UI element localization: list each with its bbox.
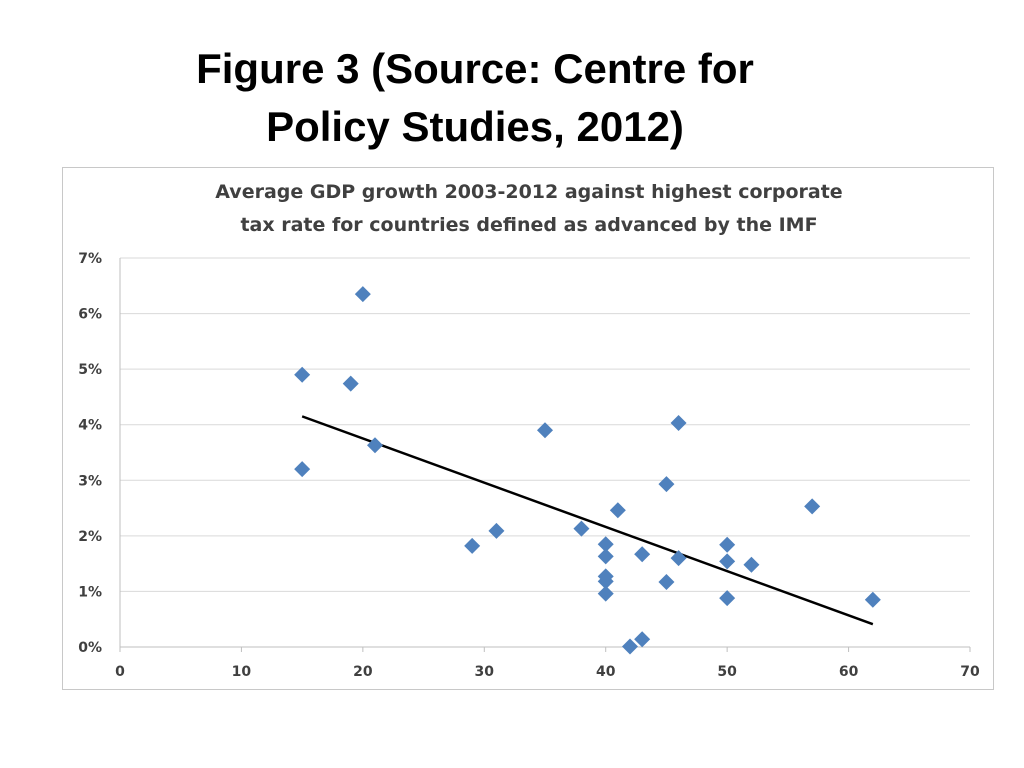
scatter-chart: Average GDP growth 2003-2012 against hig… [78, 181, 980, 680]
data-point [609, 502, 626, 519]
chart-title-line-2: tax rate for countries defined as advanc… [240, 214, 817, 236]
y-tick-label: 4% [78, 418, 102, 434]
data-points [294, 286, 881, 655]
data-point [537, 422, 553, 439]
trendline [301, 415, 874, 626]
x-tick-label: 0 [115, 664, 125, 680]
data-point [719, 553, 736, 570]
data-point [670, 415, 687, 432]
slide-title: Figure 3 (Source: Centre for Policy Stud… [0, 40, 950, 156]
y-tick-label: 1% [78, 584, 102, 600]
data-point [658, 573, 675, 590]
data-point [597, 548, 614, 565]
data-point [658, 476, 675, 493]
data-point [573, 520, 590, 537]
x-tick-label: 40 [596, 664, 616, 680]
data-point [719, 590, 736, 607]
data-point [464, 537, 481, 554]
chart-title-line-1: Average GDP growth 2003-2012 against hig… [215, 181, 842, 203]
data-point [597, 585, 614, 602]
data-point [597, 536, 614, 553]
trendline-group [301, 415, 874, 626]
y-tick-label: 7% [78, 251, 102, 267]
x-tick-label: 20 [353, 664, 373, 680]
data-point [670, 550, 687, 567]
axes: 0% 1% 2% 3% 4% 5% 6% 7% 0 10 20 30 40 50 60 70 [78, 251, 980, 680]
data-point [488, 522, 505, 539]
data-point [342, 375, 359, 392]
data-point [719, 536, 736, 553]
data-point [804, 498, 821, 515]
chart-frame: Average GDP growth 2003-2012 against hig… [62, 167, 994, 690]
x-tick-label: 50 [717, 664, 737, 680]
y-tick-label: 6% [78, 307, 102, 323]
slide-title-line-1: Figure 3 (Source: Centre for [196, 45, 754, 92]
data-point [354, 286, 371, 303]
x-tick-label: 70 [960, 664, 980, 680]
gridlines [120, 257, 970, 592]
slide-title-line-2: Policy Studies, 2012) [266, 103, 684, 150]
y-tick-label: 5% [78, 362, 102, 378]
data-point [864, 591, 881, 608]
x-tick-label: 30 [475, 664, 495, 680]
y-tick-label: 2% [78, 529, 102, 545]
data-point [634, 546, 651, 563]
x-tick-label: 60 [839, 664, 859, 680]
data-point [634, 631, 651, 648]
data-point [597, 573, 614, 590]
data-point [294, 366, 311, 383]
x-tick-label: 10 [232, 664, 252, 680]
y-tick-label: 0% [78, 640, 102, 656]
data-point [294, 461, 311, 478]
data-point [622, 638, 638, 655]
data-point [367, 437, 383, 454]
y-tick-label: 3% [78, 473, 102, 489]
data-point [743, 556, 760, 573]
